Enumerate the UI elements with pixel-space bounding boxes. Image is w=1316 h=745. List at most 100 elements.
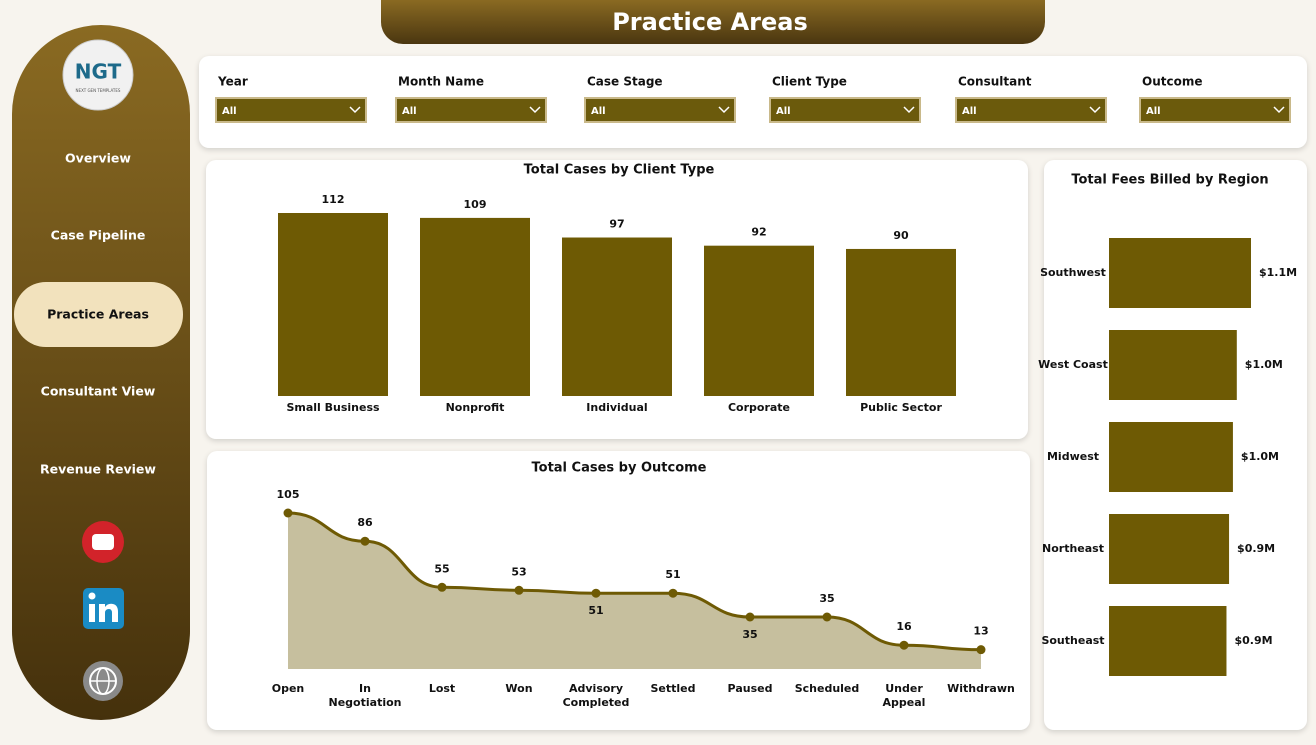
value-label: 97 — [609, 218, 624, 231]
point — [976, 645, 986, 655]
line — [287, 511, 982, 652]
youtube-icon[interactable] — [82, 521, 124, 563]
value-label: $0.9M — [1237, 542, 1275, 555]
category-label: Midwest — [1047, 450, 1099, 463]
bar — [704, 245, 814, 396]
category-label: Paused — [727, 682, 773, 695]
value-label: 35 — [819, 592, 834, 605]
value-label: 13 — [973, 625, 988, 638]
value-label: 90 — [893, 229, 909, 242]
nav-item[interactable]: Case Pipeline — [51, 228, 146, 243]
point — [514, 585, 524, 595]
category-label: Northeast — [1042, 542, 1104, 555]
filter-value: All — [1146, 106, 1161, 117]
value-label: 51 — [665, 568, 680, 581]
bar — [1109, 422, 1233, 492]
value-label: 51 — [588, 604, 603, 617]
value-label: 35 — [742, 628, 757, 641]
filter-label: Outcome — [1142, 75, 1202, 89]
chart-title: Total Cases by Client Type — [524, 163, 715, 178]
filter-label: Month Name — [398, 75, 484, 89]
category-label: In Negotiation — [328, 682, 402, 709]
value-label: $0.9M — [1234, 634, 1272, 647]
nav-item[interactable]: Practice Areas — [47, 307, 149, 322]
category-label: Southwest — [1040, 266, 1106, 279]
filter-label: Year — [217, 75, 248, 89]
value-label: 16 — [896, 620, 912, 633]
filter-value: All — [402, 106, 417, 117]
bar — [420, 217, 530, 396]
category-label: Southeast — [1041, 634, 1104, 647]
dropdown-chevron — [1089, 106, 1101, 114]
web-icon[interactable] — [83, 661, 123, 701]
value-label: $1.1M — [1259, 266, 1297, 279]
filter-dropdown[interactable] — [215, 97, 367, 123]
point — [668, 588, 678, 598]
value-label: 53 — [511, 565, 526, 578]
filter-dropdown[interactable] — [955, 97, 1107, 123]
category-label: Scheduled — [794, 682, 860, 695]
bar — [562, 237, 672, 396]
logo — [62, 39, 134, 111]
category-label: Open — [271, 682, 305, 695]
chart-title: Total Cases by Outcome — [532, 461, 707, 476]
nav-active — [14, 282, 183, 347]
value-label: $1.0M — [1241, 450, 1279, 463]
filter-value: All — [591, 106, 606, 117]
logo-subtitle: NEXT GEN TEMPLATES — [76, 88, 121, 93]
filter-dropdown[interactable] — [584, 97, 736, 123]
filter-label: Consultant — [958, 75, 1032, 89]
category-label: Settled — [650, 682, 696, 695]
nav-item[interactable]: Revenue Review — [40, 462, 156, 477]
nav-item[interactable]: Consultant View — [41, 384, 156, 399]
category-label: Lost — [428, 682, 456, 695]
bar — [846, 248, 956, 396]
filter-dropdown[interactable] — [395, 97, 547, 123]
filter-dropdown[interactable] — [1139, 97, 1291, 123]
title-banner — [381, 0, 1045, 44]
dropdown-chevron — [1273, 106, 1285, 114]
point — [360, 536, 370, 546]
point — [437, 582, 447, 592]
category-label: Withdrawn — [947, 682, 1015, 695]
filter-dropdown[interactable] — [769, 97, 921, 123]
category-label: Won — [505, 682, 533, 695]
category-label: Corporate — [728, 401, 790, 414]
value-label: 86 — [357, 516, 373, 529]
filter-value: All — [222, 106, 237, 117]
bar — [1109, 330, 1237, 400]
dropdown-chevron — [349, 106, 361, 114]
category-label: West Coast — [1038, 358, 1108, 371]
category-label: Individual — [586, 401, 647, 414]
bar — [278, 213, 388, 396]
value-label: 112 — [322, 193, 345, 206]
category-label: Under Appeal — [882, 682, 926, 709]
point — [591, 588, 601, 598]
point — [745, 612, 755, 622]
category-label: Public Sector — [860, 401, 942, 414]
area — [288, 513, 981, 669]
value-label: 105 — [277, 488, 300, 501]
dropdown-chevron — [718, 106, 730, 114]
chart-title: Total Fees Billed by Region — [1071, 173, 1268, 188]
point — [822, 612, 832, 622]
sidebar — [12, 25, 190, 720]
filter-value: All — [776, 106, 791, 117]
value-label: 55 — [434, 562, 449, 575]
value-label: 109 — [464, 198, 487, 211]
linkedin-icon[interactable] — [83, 588, 124, 629]
category-label: Nonprofit — [446, 401, 505, 414]
filter-label: Case Stage — [587, 75, 663, 89]
dropdown-chevron — [903, 106, 915, 114]
point — [899, 640, 909, 650]
filter-card — [199, 56, 1307, 148]
bar — [1109, 238, 1251, 308]
value-label: $1.0M — [1245, 358, 1283, 371]
nav-item[interactable]: Overview — [65, 151, 131, 166]
bar — [1109, 514, 1230, 584]
point — [283, 508, 293, 518]
dropdown-chevron — [529, 106, 541, 114]
filter-label: Client Type — [772, 75, 847, 89]
